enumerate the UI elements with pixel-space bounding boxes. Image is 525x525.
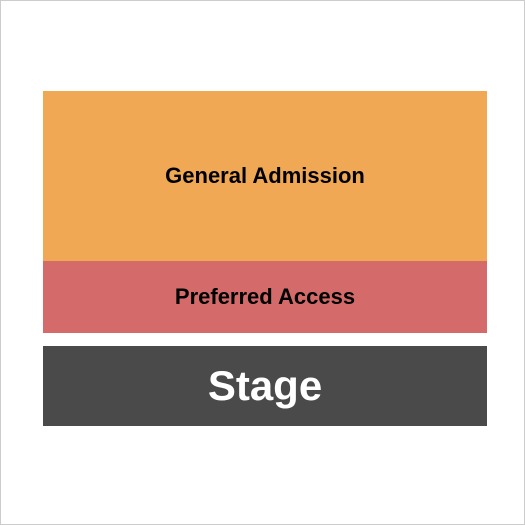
section-general-admission[interactable]: General Admission [43, 91, 487, 261]
section-preferred-access[interactable]: Preferred Access [43, 261, 487, 333]
section-stage: Stage [43, 346, 487, 426]
seating-chart-container: General Admission Preferred Access Stage [0, 0, 525, 525]
